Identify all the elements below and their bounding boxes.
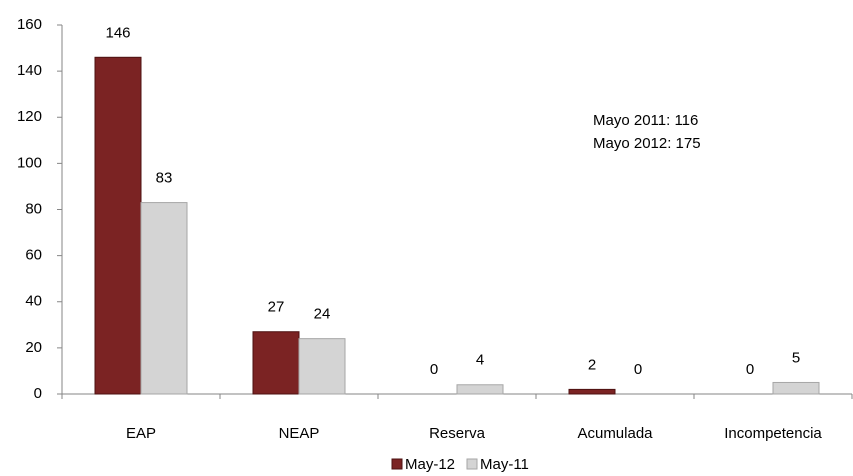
annotation: Mayo 2011: 116	[593, 112, 698, 129]
y-tick-label: 20	[25, 339, 42, 356]
bar	[456, 384, 504, 395]
annotation: Mayo 2012: 175	[593, 135, 701, 152]
bar	[140, 202, 188, 395]
data-label: 2	[588, 356, 596, 373]
x-tick-label: Reserva	[429, 425, 486, 442]
bar	[252, 331, 300, 395]
y-tick-label: 120	[17, 108, 42, 125]
y-tick-label: 40	[25, 293, 42, 310]
legend-swatch	[466, 458, 478, 470]
bar	[94, 56, 142, 395]
y-tick-label: 140	[17, 62, 42, 79]
bar	[298, 338, 346, 395]
y-tick-label: 60	[25, 247, 42, 264]
y-tick-label: 100	[17, 154, 42, 171]
y-tick-label: 160	[17, 16, 42, 33]
data-label: 24	[314, 306, 331, 323]
x-tick-label: EAP	[126, 425, 156, 442]
bar	[568, 388, 616, 395]
data-label: 27	[268, 299, 285, 316]
data-label: 146	[105, 24, 130, 41]
y-tick-label: 0	[34, 385, 42, 402]
y-tick-label: 80	[25, 200, 42, 217]
data-label: 5	[792, 349, 800, 366]
bar	[772, 381, 820, 395]
legend-swatch	[391, 458, 403, 470]
data-label: 83	[156, 170, 173, 187]
data-label: 0	[746, 361, 754, 378]
data-label: 0	[634, 361, 642, 378]
data-label: 0	[430, 361, 438, 378]
x-tick-label: NEAP	[279, 425, 320, 442]
legend-label: May-12	[405, 456, 455, 473]
legend-label: May-11	[480, 456, 529, 473]
data-label: 4	[476, 352, 484, 369]
x-tick-label: Acumulada	[577, 425, 653, 442]
x-tick-label: Incompetencia	[724, 425, 822, 442]
